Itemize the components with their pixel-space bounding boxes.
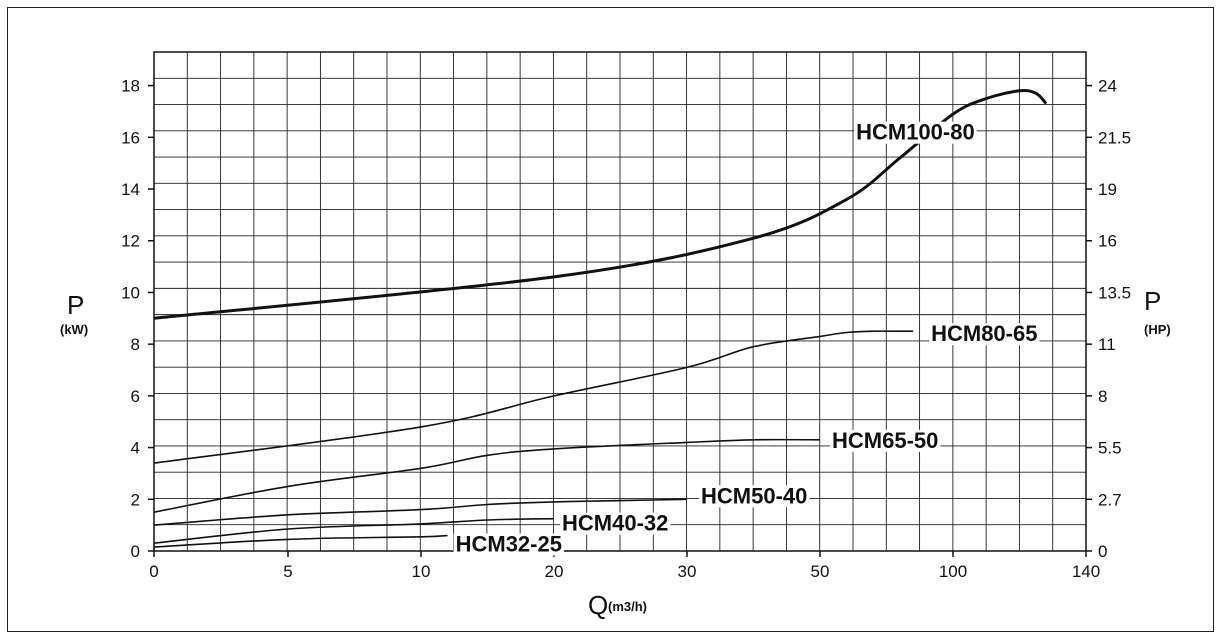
- y-axis-label-left: P: [67, 290, 84, 320]
- series-label-bg: [854, 121, 977, 144]
- y-tick-label-right: 24: [1098, 77, 1117, 96]
- y-tick-label-left: 18: [121, 77, 140, 96]
- series-label-hcm32-25: HCM32-25: [456, 531, 562, 556]
- y-tick-label-right: 13.5: [1098, 283, 1131, 302]
- series-label-bg: [699, 485, 810, 508]
- y-tick-label-left: 16: [121, 128, 140, 147]
- y-axis-label-right: P: [1144, 286, 1161, 316]
- series-line-hcm40-32: [153, 517, 555, 544]
- x-axis-label: Q: [588, 590, 608, 620]
- y-tick-label-left: 14: [121, 180, 140, 199]
- y-tick-label-left: 12: [121, 232, 140, 251]
- series-label-hcm65-50: HCM65-50: [832, 428, 938, 453]
- y-tick-labels-left: 0 2 4 6 8 10 12 14 16 18: [121, 77, 154, 561]
- y-tick-labels-right: 0 2.7 5.5 8 11 13.5 16 19 21.5 24: [1086, 77, 1131, 561]
- plot-border: [153, 51, 1087, 552]
- y-tick-label-right: 0: [1098, 542, 1107, 561]
- y-tick-label-left: 8: [131, 335, 140, 354]
- y-tick-label-right: 5.5: [1098, 439, 1122, 458]
- series-label-hcm100-80: HCM100-80: [856, 120, 975, 145]
- y-tick-label-left: 10: [121, 283, 140, 302]
- y-tick-label-left: 2: [131, 490, 140, 509]
- y-tick-label-right: 2.7: [1098, 490, 1122, 509]
- x-tick-label: 50: [811, 562, 830, 581]
- series-label-hcm50-40: HCM50-40: [701, 483, 807, 508]
- y-axis-unit-right: (HP): [1144, 322, 1171, 337]
- y-tick-label-right: 11: [1098, 335, 1116, 354]
- y-tick-label-right: 19: [1098, 180, 1117, 199]
- x-tick-label: 10: [412, 562, 431, 581]
- y-tick-label-left: 0: [131, 542, 140, 561]
- y-tick-label-right: 8: [1098, 387, 1107, 406]
- series-line-hcm65-50: [153, 438, 821, 513]
- x-axis-unit: (m3/h): [608, 599, 647, 614]
- series-label-hcm40-32: HCM40-32: [562, 511, 668, 536]
- x-tick-label: 100: [939, 562, 967, 581]
- series-label-bg: [453, 533, 564, 556]
- x-tick-label: 0: [149, 562, 158, 581]
- series-label-bg: [830, 429, 941, 452]
- series-line-hcm32-25: [153, 534, 448, 548]
- series-line-hcm100-80: [153, 89, 1048, 320]
- series-lines: [153, 89, 1048, 548]
- chart-frame: [7, 7, 1214, 632]
- x-tick-label: 5: [283, 562, 292, 581]
- x-tick-labels: 0 5 10 20 30 50 100 140: [149, 551, 1100, 581]
- y-tick-label-left: 4: [131, 439, 140, 458]
- y-tick-label-right: 21.5: [1098, 128, 1131, 147]
- series-line-hcm50-40: [153, 498, 688, 526]
- x-tick-label: 30: [678, 562, 697, 581]
- y-tick-label-right: 16: [1098, 232, 1117, 251]
- x-tick-label: 140: [1072, 562, 1100, 581]
- series-label-hcm80-65: HCM80-65: [931, 321, 1037, 346]
- series-line-hcm80-65: [153, 330, 914, 464]
- y-axis-unit-left: (kW): [60, 322, 88, 337]
- y-tick-label-left: 6: [131, 387, 140, 406]
- series-labels: HCM100-80 HCM80-65 HCM65-50 HCM50-40 HCM40-3…: [453, 120, 1040, 556]
- x-tick-label: 20: [545, 562, 564, 581]
- series-label-bg: [929, 323, 1040, 346]
- series-label-bg: [560, 512, 671, 535]
